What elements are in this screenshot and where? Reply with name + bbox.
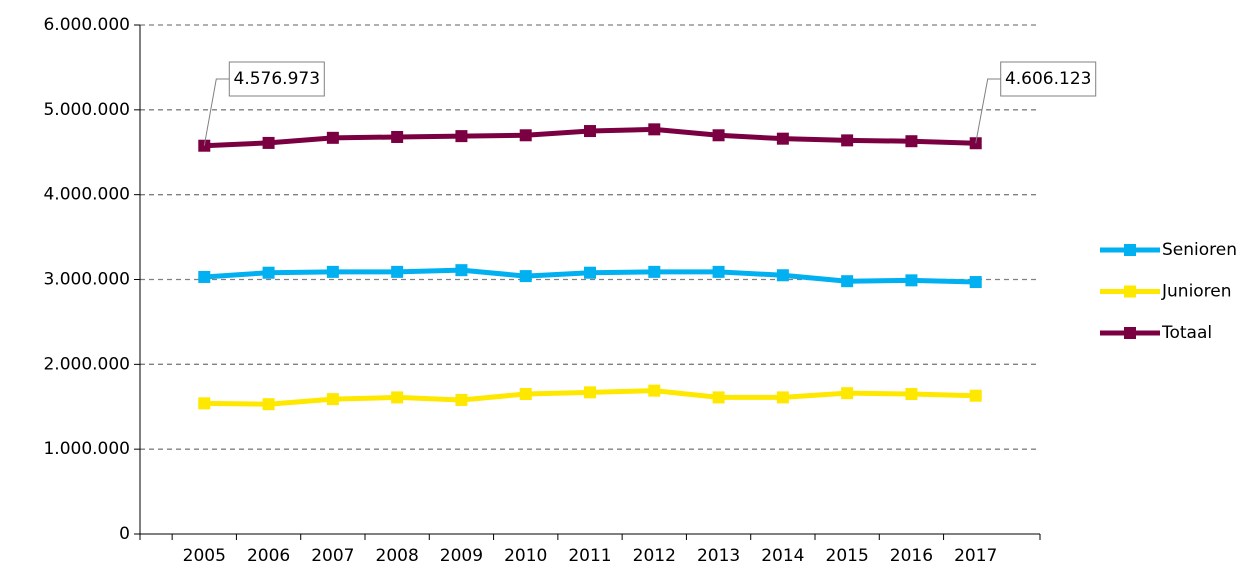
data-label: 4.606.123 [1005, 69, 1092, 89]
legend-label: Junioren [1161, 282, 1232, 302]
point [969, 389, 982, 402]
y-tick-label: 6.000.000 [43, 15, 130, 35]
point [776, 391, 789, 404]
point [712, 265, 725, 278]
point [905, 135, 918, 148]
legend-marker [1124, 285, 1136, 298]
point [198, 270, 211, 283]
point [519, 388, 532, 401]
point [391, 130, 404, 143]
point [776, 269, 789, 282]
y-tick-label: 3.000.000 [43, 270, 130, 290]
point [648, 384, 661, 397]
label-box [1000, 61, 1097, 97]
y-tick-label: 2.000.000 [43, 354, 130, 374]
point [905, 274, 918, 287]
x-tick-label: 2008 [376, 546, 419, 566]
point [712, 129, 725, 142]
legend-label: Senioren [1162, 240, 1237, 260]
y-tick-label: 0 [119, 524, 130, 544]
point [262, 398, 275, 411]
y-tick-label: 4.000.000 [43, 185, 130, 205]
point [776, 132, 789, 145]
x-tick-label: 2007 [311, 546, 354, 566]
leader-line [975, 78, 1001, 144]
point [519, 129, 532, 142]
y-tick-label: 1.000.000 [43, 439, 130, 459]
point [841, 387, 854, 400]
y-tick-label: 5.000.000 [43, 100, 130, 120]
x-tick-label: 2005 [183, 546, 226, 566]
leader-line [203, 78, 230, 146]
point [455, 130, 468, 143]
data-label: 4.576.973 [234, 69, 321, 89]
point [519, 270, 532, 283]
legend-marker [1124, 327, 1136, 339]
point [326, 265, 339, 278]
point [391, 265, 404, 278]
point [712, 391, 725, 404]
legend-label: Totaal [1161, 323, 1212, 343]
point [584, 125, 596, 138]
x-tick-label: 2010 [504, 546, 547, 566]
x-tick-label: 2011 [568, 546, 611, 566]
x-tick-label: 2016 [890, 546, 933, 566]
point [455, 264, 468, 277]
x-tick-label: 2014 [761, 546, 804, 566]
x-tick-label: 2017 [954, 546, 997, 566]
point [326, 131, 339, 144]
point [584, 386, 596, 399]
point [648, 123, 661, 136]
x-tick-label: 2013 [697, 546, 740, 566]
point [455, 393, 468, 406]
x-tick-label: 2015 [826, 546, 869, 566]
point [969, 276, 982, 289]
x-tick-label: 2006 [247, 546, 290, 566]
point [391, 391, 404, 404]
point [841, 134, 854, 147]
point [326, 393, 339, 406]
point [648, 265, 661, 278]
point [262, 136, 275, 149]
point [905, 388, 918, 401]
x-tick-label: 2012 [633, 546, 676, 566]
legend-marker [1124, 244, 1136, 256]
point [841, 275, 854, 288]
point [198, 397, 211, 410]
point [262, 266, 275, 279]
x-tick-label: 2009 [440, 546, 483, 566]
point [584, 266, 596, 279]
label-box [228, 61, 325, 97]
